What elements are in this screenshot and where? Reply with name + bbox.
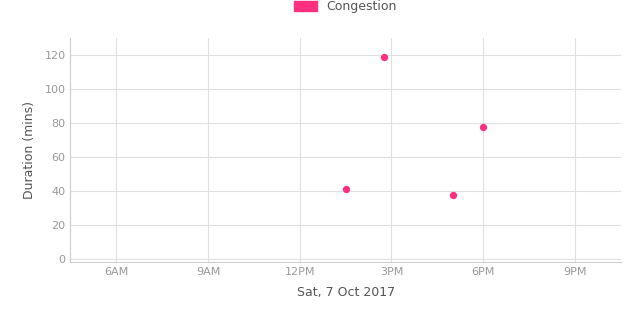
X-axis label: Sat, 7 Oct 2017: Sat, 7 Oct 2017 bbox=[296, 285, 395, 299]
Legend: Congestion: Congestion bbox=[289, 0, 402, 18]
Point bbox=[379, 54, 389, 60]
Point bbox=[447, 192, 458, 197]
Y-axis label: Duration (mins): Duration (mins) bbox=[23, 101, 36, 199]
Point bbox=[478, 124, 488, 129]
Point bbox=[340, 187, 351, 192]
